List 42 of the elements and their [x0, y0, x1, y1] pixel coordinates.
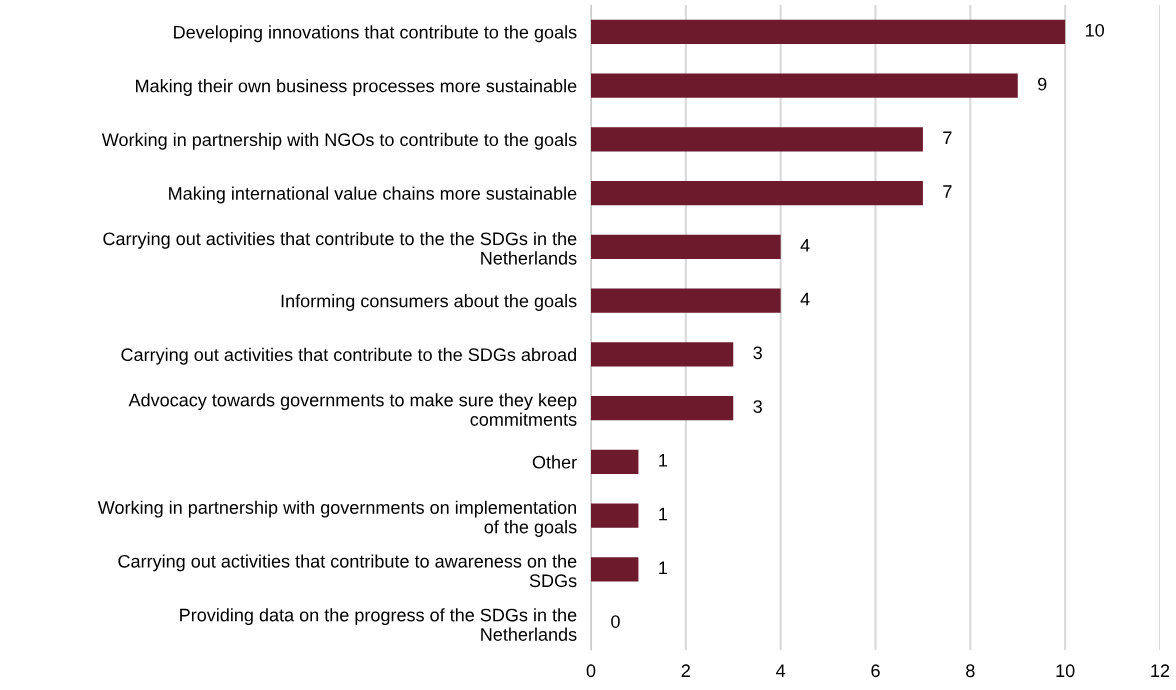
- y-tick-label: Carrying out activities that contribute to the the SDGs in the Netherlands: [103, 231, 577, 265]
- y-tick-label: Making international value chains more sustainable: [169, 186, 577, 204]
- y-tick-label: Making their own business processes more sustainable: [136, 79, 577, 96]
- x-tick-label: 8: [966, 664, 975, 678]
- data-label: 10: [1085, 23, 1104, 37]
- data-label: 0: [611, 615, 620, 628]
- bar: [591, 234, 781, 259]
- bar: [591, 449, 639, 474]
- data-label: 1: [659, 507, 668, 521]
- x-tick-label: 0: [586, 664, 596, 678]
- data-label: 1: [659, 454, 668, 467]
- y-tick-label: Providing data on the progress of the SDGs in the Netherlands: [180, 608, 577, 641]
- y-tick-label: Advocacy towards governments to make sure they keep commitments: [128, 393, 577, 426]
- y-tick-label: Working in partnership with governments on implementation of the goals: [97, 500, 577, 537]
- bar: [591, 503, 639, 528]
- data-label: 7: [943, 131, 952, 145]
- bar: [591, 73, 1018, 98]
- data-label: 3: [753, 400, 762, 413]
- bar: [591, 288, 781, 313]
- data-label: 4: [800, 239, 810, 252]
- y-tick-label: Carrying out activities that contribute to the SDGs abroad: [121, 347, 576, 365]
- bar: [591, 181, 923, 206]
- y-tick-label: Working in partnership with NGOs to contribute to the goals: [101, 132, 577, 150]
- x-tick-label: 6: [871, 664, 880, 678]
- y-tick-label: Other: [532, 455, 577, 469]
- y-tick-label: Informing consumers about the goals: [281, 294, 577, 311]
- bar: [591, 19, 1066, 44]
- data-label: 1: [659, 561, 668, 575]
- y-tick-label: Developing innovations that contribute to the goals: [174, 25, 577, 43]
- x-tick-label: 4: [776, 664, 786, 677]
- bar: [591, 127, 923, 152]
- bar: [591, 396, 734, 421]
- data-label: 9: [1038, 77, 1047, 91]
- data-label: 3: [753, 346, 762, 360]
- data-label: 7: [943, 185, 952, 198]
- data-label: 4: [800, 292, 810, 306]
- x-tick-label: 12: [1151, 664, 1170, 677]
- bar: [591, 557, 639, 582]
- x-tick-label: 10: [1056, 664, 1075, 678]
- bar: [591, 342, 734, 367]
- y-tick-label: Carrying out activities that contribute to awareness on the SDGs: [118, 554, 577, 588]
- x-tick-label: 2: [681, 664, 690, 677]
